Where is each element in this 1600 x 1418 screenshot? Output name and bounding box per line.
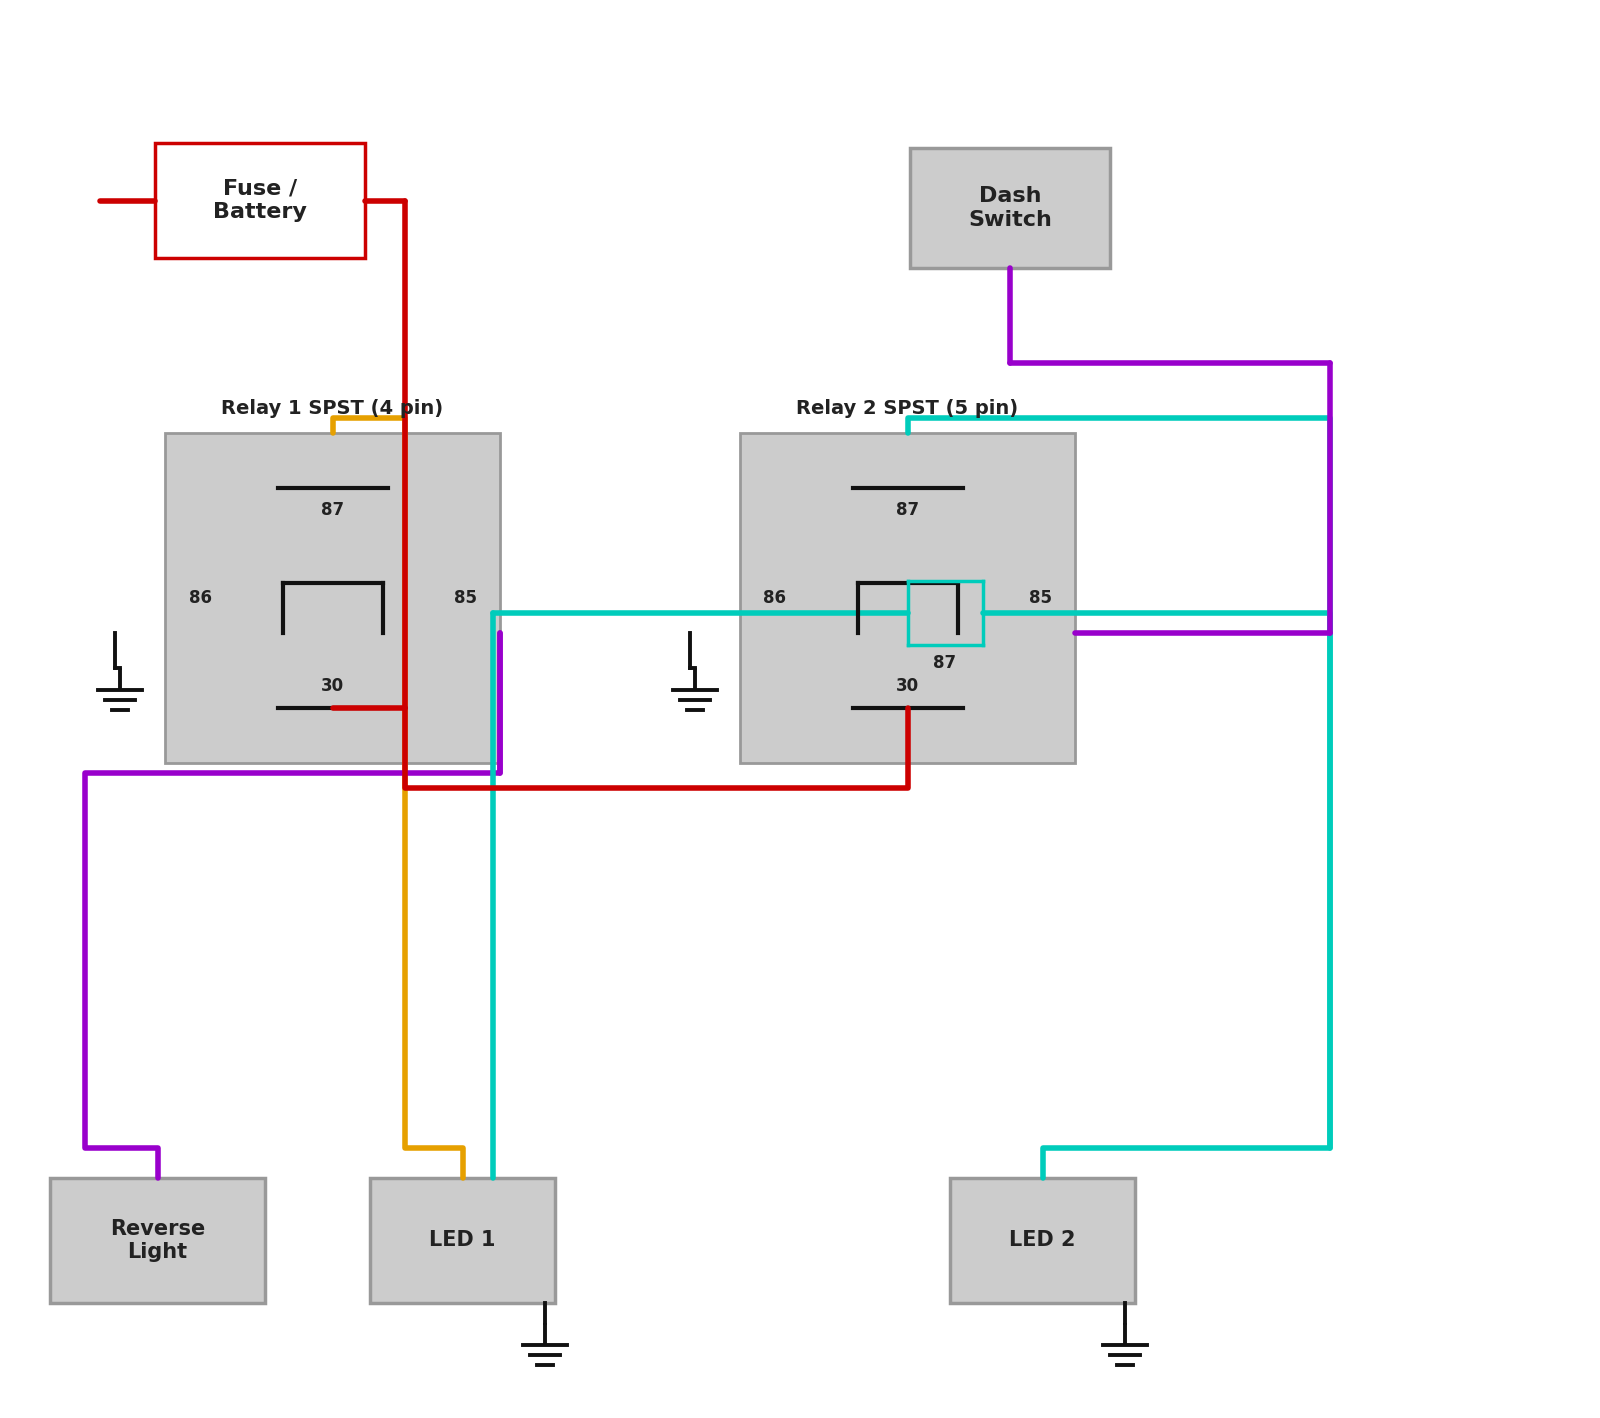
FancyBboxPatch shape: [739, 432, 1075, 763]
Text: Dash
Switch: Dash Switch: [968, 186, 1051, 230]
FancyBboxPatch shape: [370, 1178, 555, 1303]
Text: 85: 85: [1029, 588, 1051, 607]
FancyBboxPatch shape: [155, 143, 365, 258]
FancyBboxPatch shape: [165, 432, 499, 763]
FancyBboxPatch shape: [50, 1178, 266, 1303]
Text: 30: 30: [896, 676, 918, 695]
Text: Reverse
Light: Reverse Light: [110, 1219, 205, 1262]
Text: Relay 2 SPST (5 pin): Relay 2 SPST (5 pin): [795, 398, 1018, 417]
Text: 86: 86: [189, 588, 211, 607]
Text: LED 2: LED 2: [1010, 1231, 1075, 1251]
Text: 87: 87: [896, 501, 918, 519]
Text: 86: 86: [763, 588, 787, 607]
Text: 85: 85: [453, 588, 477, 607]
Text: LED 1: LED 1: [429, 1231, 496, 1251]
Text: Relay 1 SPST (4 pin): Relay 1 SPST (4 pin): [221, 398, 443, 417]
Text: 30: 30: [322, 676, 344, 695]
FancyBboxPatch shape: [950, 1178, 1134, 1303]
Text: 87: 87: [933, 654, 957, 672]
Text: Fuse /
Battery: Fuse / Battery: [213, 179, 307, 223]
Text: 87: 87: [322, 501, 344, 519]
FancyBboxPatch shape: [910, 147, 1110, 268]
